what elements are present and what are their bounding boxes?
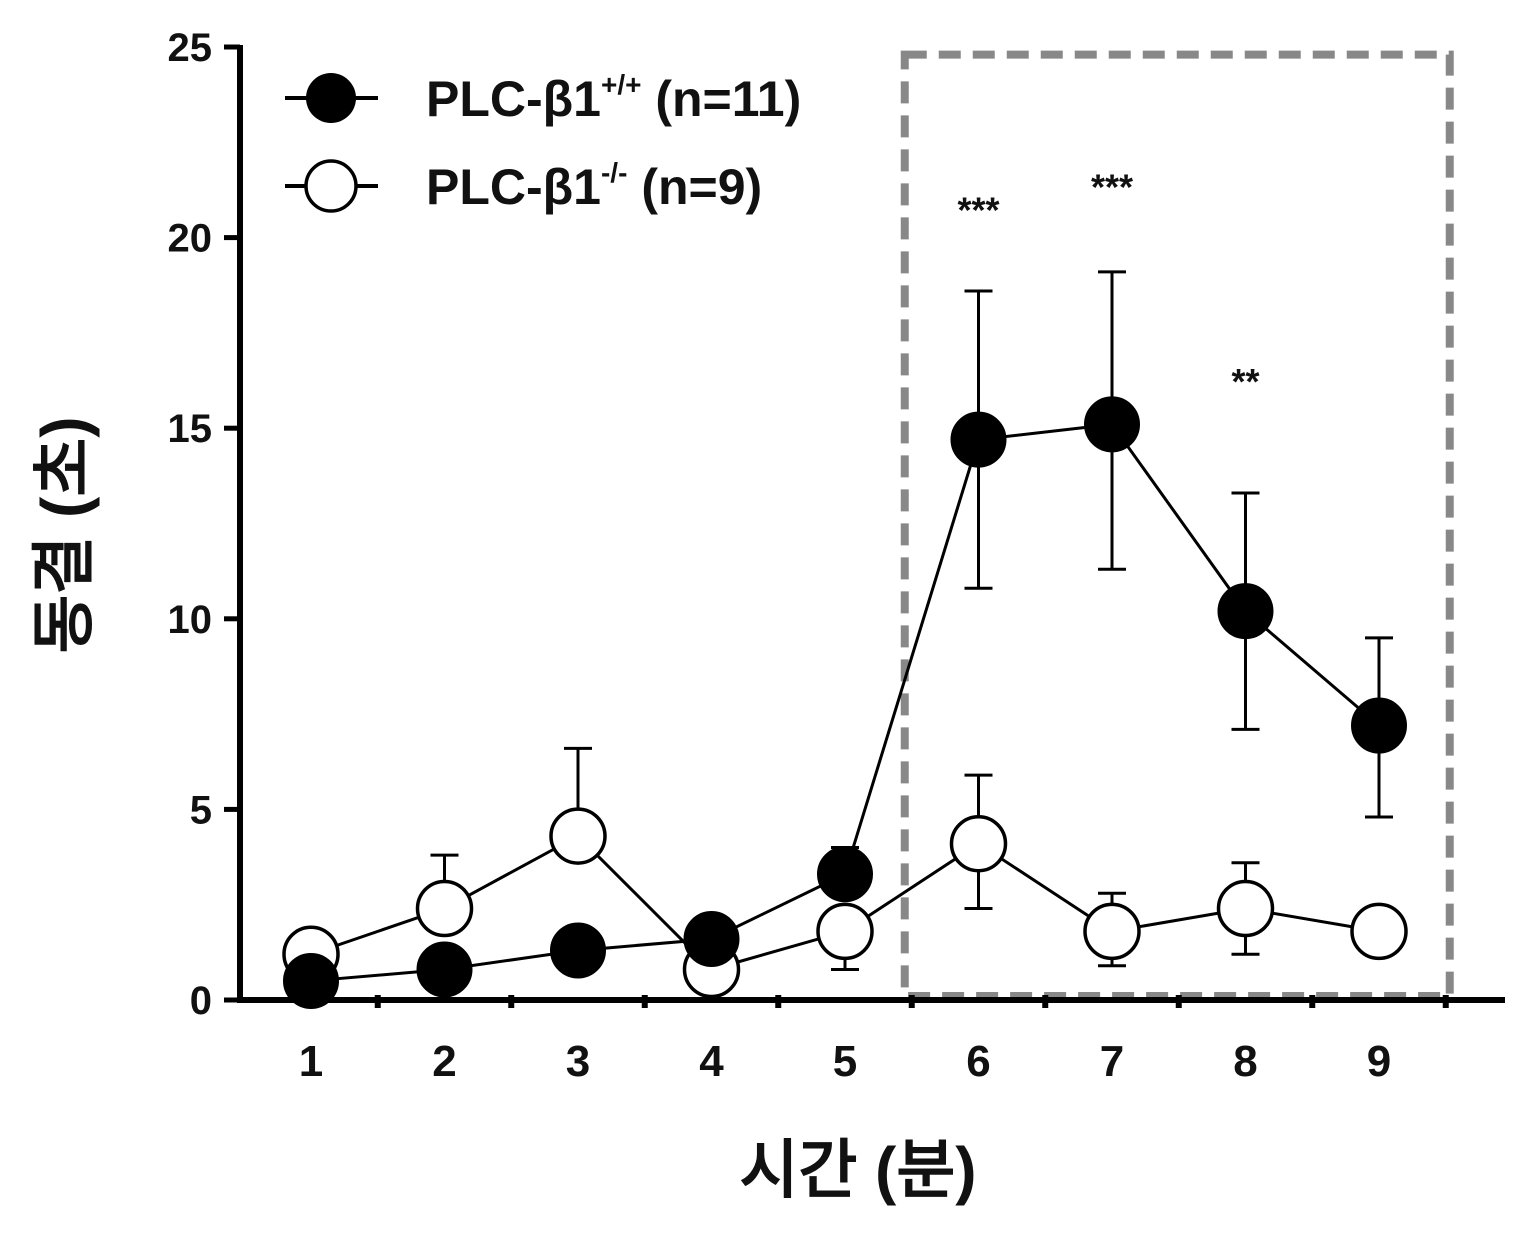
data-point-open [1350,902,1408,961]
x-tick-label: 7 [1100,1037,1124,1086]
legend-label-genotype: -/- [601,157,627,188]
series-wildtype [283,270,1407,1009]
significance-marker: *** [1091,166,1133,207]
y-tick-label: 15 [168,407,213,451]
y-ticks: 0 5 10 15 20 25 [168,26,240,1023]
y-tick-label: 0 [190,979,212,1023]
axes [237,45,1505,1003]
x-tick-label: 8 [1233,1037,1257,1086]
data-point-filled [550,922,606,979]
legend-marker-open [304,159,358,213]
legend-label-genotype: +/+ [601,69,641,100]
data-point-open [415,879,474,938]
x-tick-label: 6 [966,1037,990,1086]
highlight-region-layer [900,50,1454,1000]
highlight-region [900,50,1454,1000]
x-tick-label: 9 [1367,1037,1391,1086]
x-tick-label: 1 [299,1037,323,1086]
data-point-filled [950,411,1007,468]
x-tick-label: 5 [833,1037,857,1086]
legend-label-base: PLC-β1 [426,159,601,215]
y-tick-label: 10 [168,598,213,642]
y-axis-title: 동결 (초) [28,416,100,653]
x-tick-label: 4 [699,1037,724,1086]
data-point-filled [416,941,473,998]
legend-label-count: (n=9) [627,159,762,215]
data-point-open [816,902,874,961]
y-tick-label: 20 [168,217,213,261]
legend-item: PLC-β1-/- (n=9) [285,157,762,215]
legend-item: PLC-β1+/+ (n=11) [285,69,801,127]
data-point-filled [1084,396,1140,453]
legend-label: PLC-β1+/+ (n=11) [426,69,801,127]
series-layer [282,270,1408,1009]
legend-label-base: PLC-β1 [426,71,601,127]
x-ticks: 1 2 3 4 5 6 7 8 9 [299,995,1449,1086]
data-point-open [1083,902,1141,961]
legend: PLC-β1+/+ (n=11)PLC-β1-/- (n=9) [285,69,801,215]
y-tick-label: 25 [168,26,213,70]
significance-annotations: ******** [957,166,1259,401]
data-point-filled [283,952,339,1009]
data-point-filled [817,846,873,903]
data-point-open [949,814,1008,873]
y-tick-label: 5 [190,788,212,832]
significance-marker: *** [957,189,999,230]
legend-label: PLC-β1-/- (n=9) [426,157,762,215]
x-tick-label: 2 [432,1037,456,1086]
data-point-filled [1217,583,1274,640]
data-point-open [549,807,607,865]
x-tick-label: 3 [566,1037,590,1086]
significance-marker: ** [1231,361,1259,402]
data-point-filled [683,911,740,968]
x-axis-title: 시간 (분) [739,1134,976,1206]
data-point-open [1216,879,1275,938]
legend-label-count: (n=11) [641,71,801,127]
data-point-filled [1351,697,1407,754]
legend-marker-filled [306,73,356,123]
